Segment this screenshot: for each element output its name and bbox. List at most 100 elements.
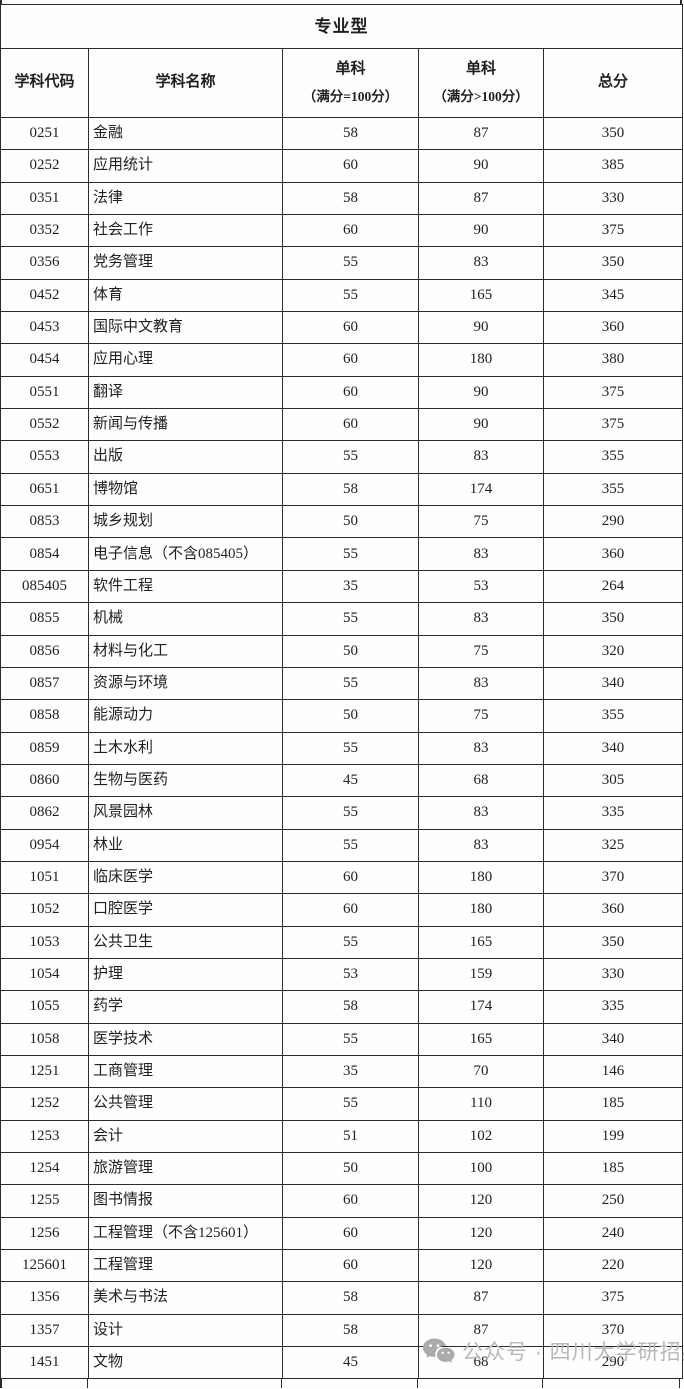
cell-subject-name: 翻译	[88, 375, 283, 410]
cell-single-subject-gt100: 165	[418, 278, 544, 313]
cell-total-score: 250	[543, 1184, 683, 1218]
cell-single-subject-gt100: 83	[418, 731, 544, 765]
cell-subject-name: 资源与环境	[88, 666, 283, 701]
cell-total-score: 335	[543, 990, 683, 1024]
cell-total-score: 360	[543, 537, 683, 571]
cell-subject-name: 会计	[88, 1119, 283, 1154]
table-row: 1052 口腔医学 60 180 360	[0, 893, 683, 927]
cell-total-score: 345	[543, 278, 683, 313]
table-row: 1451 文物 45 68 290	[0, 1346, 683, 1380]
cell-total-score: 185	[543, 1087, 683, 1121]
cell-single-subject-gt100: 120	[418, 1184, 544, 1218]
table-row: 0857 资源与环境 55 83 340	[0, 666, 683, 701]
table-title: 专业型	[0, 4, 683, 49]
cell-subject-name: 出版	[88, 440, 283, 474]
cell-single-subject-gt100: 90	[418, 311, 544, 345]
table-row: 1054 护理 53 159 330	[0, 957, 683, 992]
cell-single-subject-100: 60	[282, 893, 419, 927]
cell-single-subject-gt100: 90	[418, 375, 544, 410]
cell-single-subject-100: 50	[282, 634, 419, 668]
cell-single-subject-gt100: 68	[418, 1346, 544, 1380]
cell-total-score: 375	[543, 1281, 683, 1315]
cell-subject-name: 药学	[88, 990, 283, 1024]
col-header-subject-code: 学科代码	[0, 48, 89, 118]
cell-single-subject-gt100: 165	[418, 1022, 544, 1056]
cell-single-subject-gt100: 75	[418, 699, 544, 733]
cell-single-subject-gt100: 83	[418, 828, 544, 862]
cell-total-score: 290	[543, 1346, 683, 1380]
cell-subject-code: 1356	[0, 1281, 89, 1315]
cell-subject-code: 1052	[0, 893, 89, 927]
cell-single-subject-100: 60	[282, 149, 419, 183]
table-title-row: 专业型	[0, 4, 683, 49]
cell-single-subject-100: 55	[282, 440, 419, 474]
cell-subject-code: 1256	[0, 1216, 89, 1251]
cell-single-subject-100: 55	[282, 666, 419, 701]
cell-subject-code: 0862	[0, 796, 89, 830]
cell-single-subject-100: 45	[282, 763, 419, 798]
cell-total-score: 375	[543, 408, 683, 442]
col-header-single-subject-100: 单科 （满分=100分）	[282, 48, 419, 118]
cell-subject-code: 0853	[0, 505, 89, 539]
cell-total-score: 355	[543, 472, 683, 507]
cell-single-subject-gt100: 180	[418, 893, 544, 927]
cell-single-subject-gt100: 87	[418, 181, 544, 216]
cell-subject-code: 0551	[0, 375, 89, 410]
cell-single-subject-100: 35	[282, 569, 419, 604]
cell-total-score: 360	[543, 311, 683, 345]
cell-single-subject-100: 45	[282, 1346, 419, 1380]
table-row: 0454 应用心理 60 180 380	[0, 343, 683, 377]
table-row: 1251 工商管理 35 70 146	[0, 1054, 683, 1089]
cell-total-score: 305	[543, 763, 683, 798]
cell-subject-name: 工程管理	[88, 1249, 283, 1283]
cell-subject-code: 0855	[0, 602, 89, 636]
cell-total-score: 220	[543, 1249, 683, 1283]
table-row: 1356 美术与书法 58 87 375	[0, 1281, 683, 1315]
cell-subject-code: 1357	[0, 1313, 89, 1348]
cell-subject-code: 1251	[0, 1054, 89, 1089]
cell-subject-code: 085405	[0, 569, 89, 604]
cell-total-score: 199	[543, 1119, 683, 1154]
table-row: 1256 工程管理（不含125601） 60 120 240	[0, 1216, 683, 1251]
cell-single-subject-gt100: 83	[418, 537, 544, 571]
cell-subject-name: 体育	[88, 278, 283, 313]
table-row: 0862 风景园林 55 83 335	[0, 796, 683, 830]
col-header-single-subject-gt100: 单科 （满分>100分）	[418, 48, 544, 118]
cell-subject-code: 0651	[0, 472, 89, 507]
cell-subject-code: 0954	[0, 828, 89, 862]
cell-subject-name: 软件工程	[88, 569, 283, 604]
cell-total-score: 350	[543, 925, 683, 959]
cell-subject-name: 林业	[88, 828, 283, 862]
cell-total-score: 350	[543, 116, 683, 151]
cell-total-score: 370	[543, 860, 683, 895]
cell-single-subject-100: 50	[282, 1151, 419, 1186]
cell-single-subject-100: 35	[282, 1054, 419, 1089]
table-row: 0651 博物馆 58 174 355	[0, 472, 683, 507]
cell-subject-code: 1055	[0, 990, 89, 1024]
cell-single-subject-gt100: 120	[418, 1216, 544, 1251]
table-row: 125601 工程管理 60 120 220	[0, 1249, 683, 1283]
cell-subject-code: 125601	[0, 1249, 89, 1283]
cell-single-subject-100: 58	[282, 472, 419, 507]
cell-single-subject-100: 55	[282, 1022, 419, 1056]
cell-subject-code: 1254	[0, 1151, 89, 1186]
cell-subject-name: 应用统计	[88, 149, 283, 183]
cell-subject-name: 电子信息（不含085405）	[88, 537, 283, 571]
table-row: 0954 林业 55 83 325	[0, 828, 683, 862]
cell-subject-name: 旅游管理	[88, 1151, 283, 1186]
cell-subject-name: 博物馆	[88, 472, 283, 507]
table-row: 1254 旅游管理 50 100 185	[0, 1151, 683, 1186]
table-row: 0854 电子信息（不含085405） 55 83 360	[0, 537, 683, 571]
table-row: 0859 土木水利 55 83 340	[0, 731, 683, 765]
cell-subject-name: 护理	[88, 957, 283, 992]
cell-subject-name: 文物	[88, 1346, 283, 1380]
table-row: 1357 设计 58 87 370	[0, 1313, 683, 1348]
cell-single-subject-gt100: 102	[418, 1119, 544, 1154]
cell-total-score: 350	[543, 246, 683, 280]
cell-single-subject-100: 60	[282, 1249, 419, 1283]
cell-single-subject-gt100: 83	[418, 246, 544, 280]
cell-single-subject-100: 60	[282, 408, 419, 442]
table-row: 1053 公共卫生 55 165 350	[0, 925, 683, 959]
table-row: 0551 翻译 60 90 375	[0, 375, 683, 410]
cell-total-score: 340	[543, 1022, 683, 1056]
